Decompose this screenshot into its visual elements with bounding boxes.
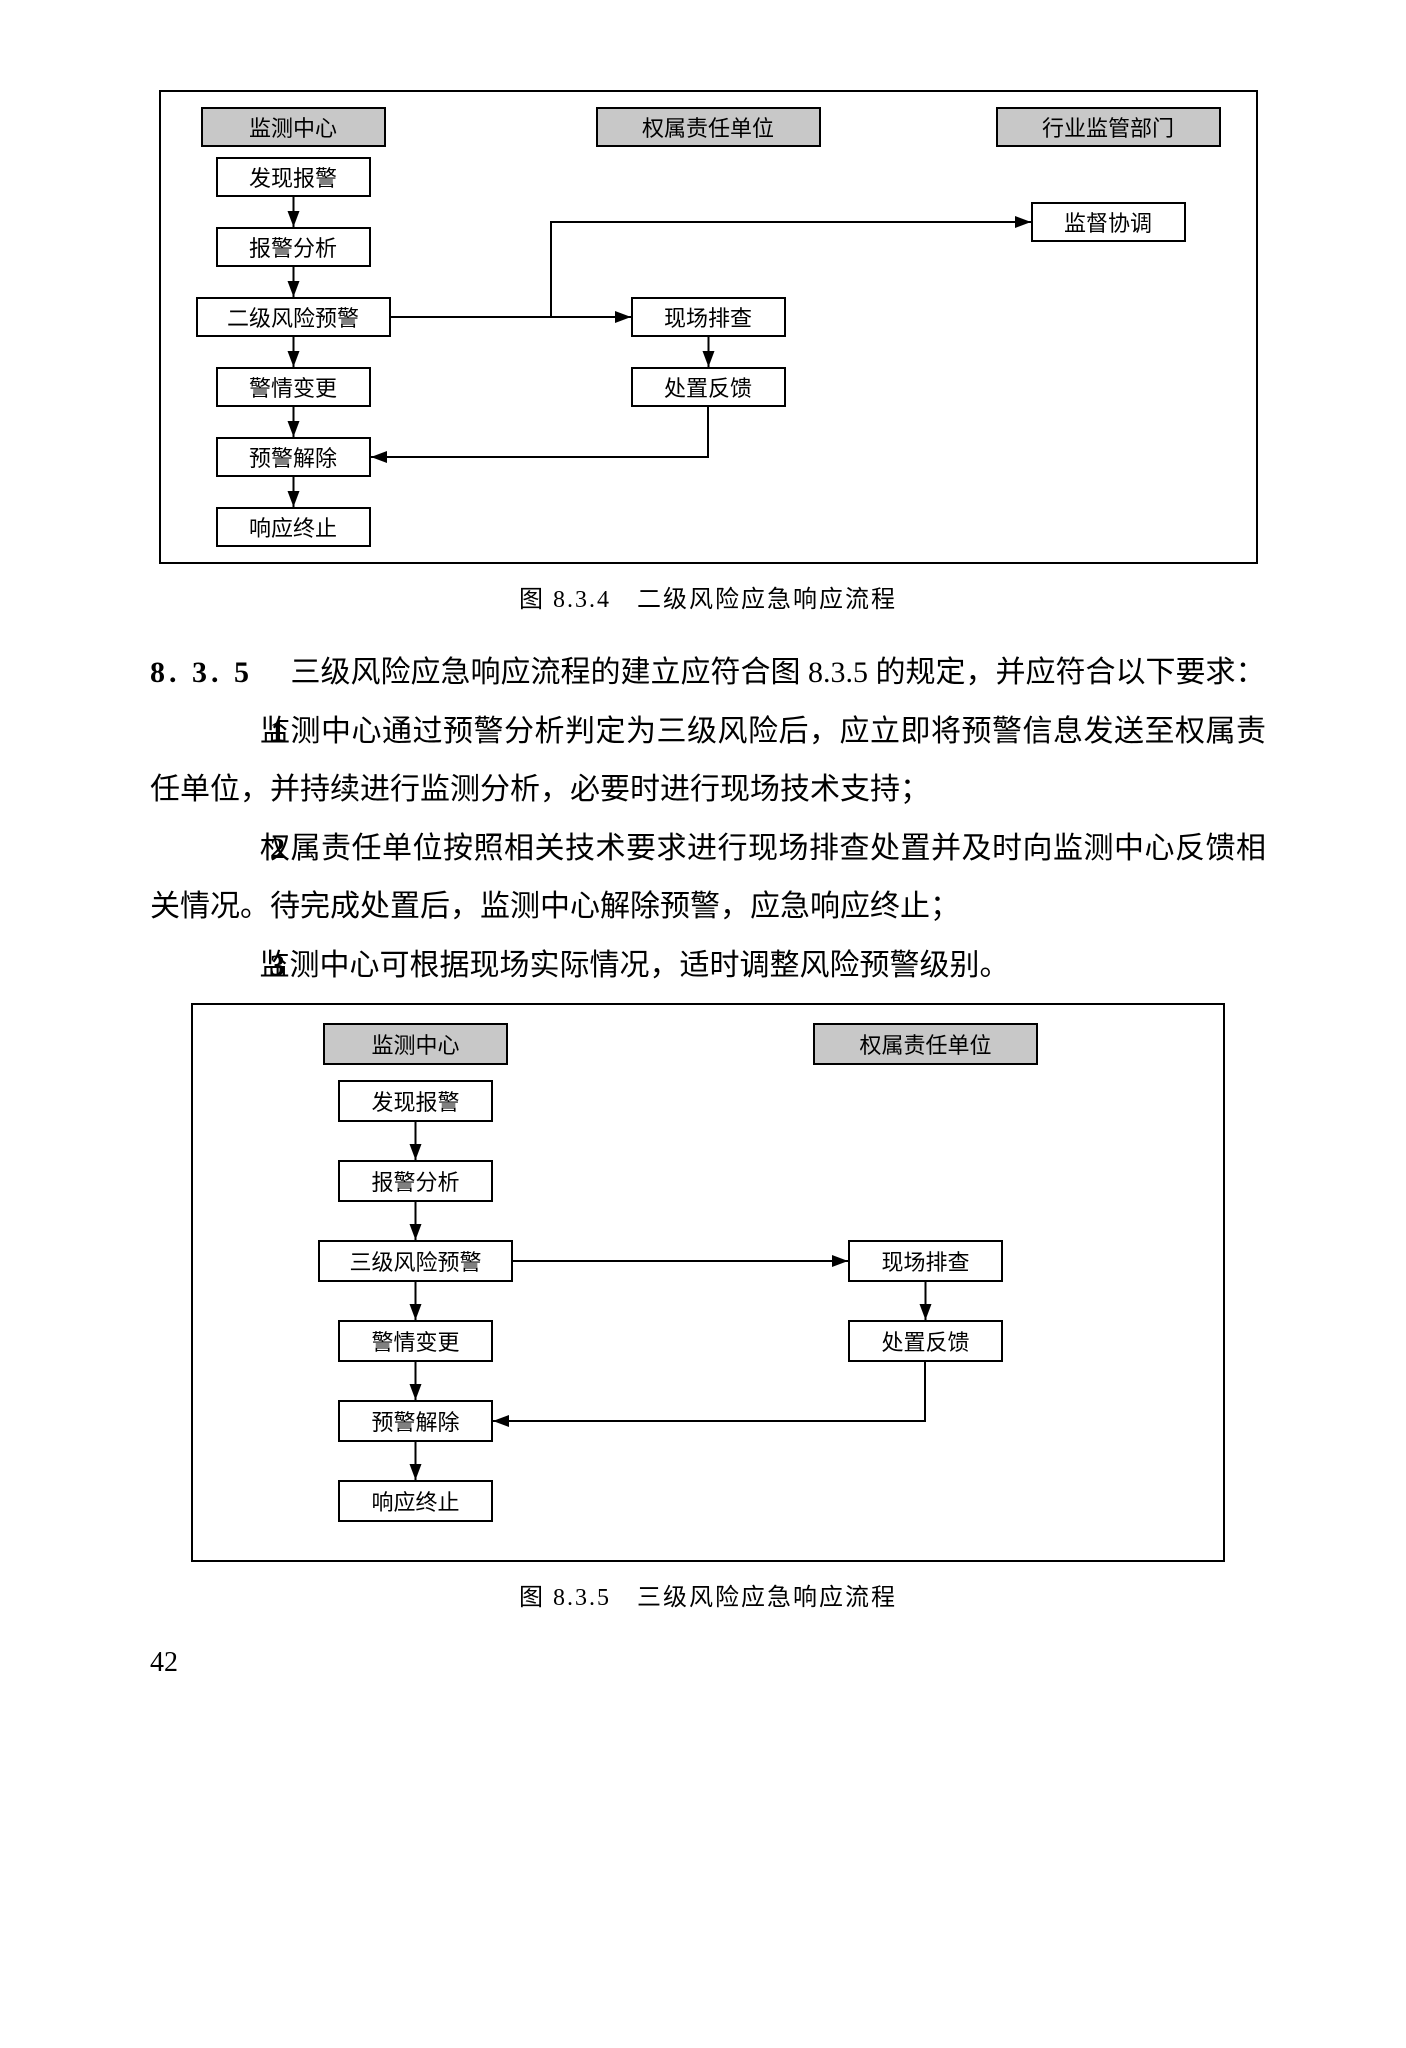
figure-caption-8-3-5: 图 8.3.5 三级风险应急响应流程 — [150, 1577, 1266, 1612]
flow-node-a2: 报警分析 — [338, 1160, 493, 1202]
diagram-8-3-4: 监测中心 权属责任单位 行业监管部门发现报警报警分析二级风险预警警情变更预警解除响应… — [159, 90, 1258, 564]
flow-node-a3: 三级风险预警 — [318, 1240, 513, 1282]
lane-header-h1: 监测中心 — [323, 1023, 508, 1065]
lane-header-h1: 监测中心 — [201, 107, 386, 147]
item-number: 2 — [210, 820, 252, 879]
lane-header-h2: 权属责任单位 — [813, 1023, 1038, 1065]
list-item-2: 2 权属责任单位按照相关技术要求进行现场排查处置并及时向监测中心反馈相关情况。待… — [150, 820, 1266, 937]
flow-node-a2: 报警分析 — [216, 227, 371, 267]
page-number: 42 — [150, 1647, 1266, 1679]
flow-node-a4: 警情变更 — [338, 1320, 493, 1362]
flow-node-c1: 监督协调 — [1031, 202, 1186, 242]
lane-header-h2: 权属责任单位 — [596, 107, 821, 147]
flow-node-b1: 现场排查 — [848, 1240, 1003, 1282]
flow-node-b1: 现场排查 — [631, 297, 786, 337]
section-number: 8. 3. 5 — [150, 656, 253, 689]
item-number: 1 — [210, 703, 252, 762]
flow-node-a1: 发现报警 — [338, 1080, 493, 1122]
flow-node-a6: 响应终止 — [216, 507, 371, 547]
flow-node-a3: 二级风险预警 — [196, 297, 391, 337]
item-text: 监测中心可根据现场实际情况，适时调整风险预警级别。 — [260, 949, 1010, 982]
flow-node-a4: 警情变更 — [216, 367, 371, 407]
section-8-3-5-heading: 8. 3. 5 三级风险应急响应流程的建立应符合图 8.3.5 的规定，并应符合… — [150, 644, 1266, 703]
flow-node-b2: 处置反馈 — [848, 1320, 1003, 1362]
flow-node-a5: 预警解除 — [338, 1400, 493, 1442]
diagram-8-3-5: 监测中心 权属责任单位发现报警报警分析三级风险预警警情变更预警解除响应终止 现场排查… — [191, 1003, 1225, 1562]
flow-node-a1: 发现报警 — [216, 157, 371, 197]
figure-caption-8-3-4: 图 8.3.4 二级风险应急响应流程 — [150, 579, 1266, 614]
list-item-3: 3 监测中心可根据现场实际情况，适时调整风险预警级别。 — [150, 937, 1266, 996]
flow-node-a6: 响应终止 — [338, 1480, 493, 1522]
item-number: 3 — [210, 937, 252, 996]
list-item-1: 1 监测中心通过预警分析判定为三级风险后，应立即将预警信息发送至权属责任单位，并… — [150, 703, 1266, 820]
section-text: 三级风险应急响应流程的建立应符合图 8.3.5 的规定，并应符合以下要求： — [291, 656, 1266, 689]
item-text: 监测中心通过预警分析判定为三级风险后，应立即将预警信息发送至权属责任单位，并持续… — [150, 715, 1266, 807]
item-text: 权属责任单位按照相关技术要求进行现场排查处置并及时向监测中心反馈相关情况。待完成… — [150, 832, 1266, 924]
lane-header-h3: 行业监管部门 — [996, 107, 1221, 147]
flow-node-b2: 处置反馈 — [631, 367, 786, 407]
flow-node-a5: 预警解除 — [216, 437, 371, 477]
page: 监测中心权属责任单位行业监管部门发现报警报警分析二级风险预警警情变更预警解除响应… — [0, 0, 1406, 1719]
